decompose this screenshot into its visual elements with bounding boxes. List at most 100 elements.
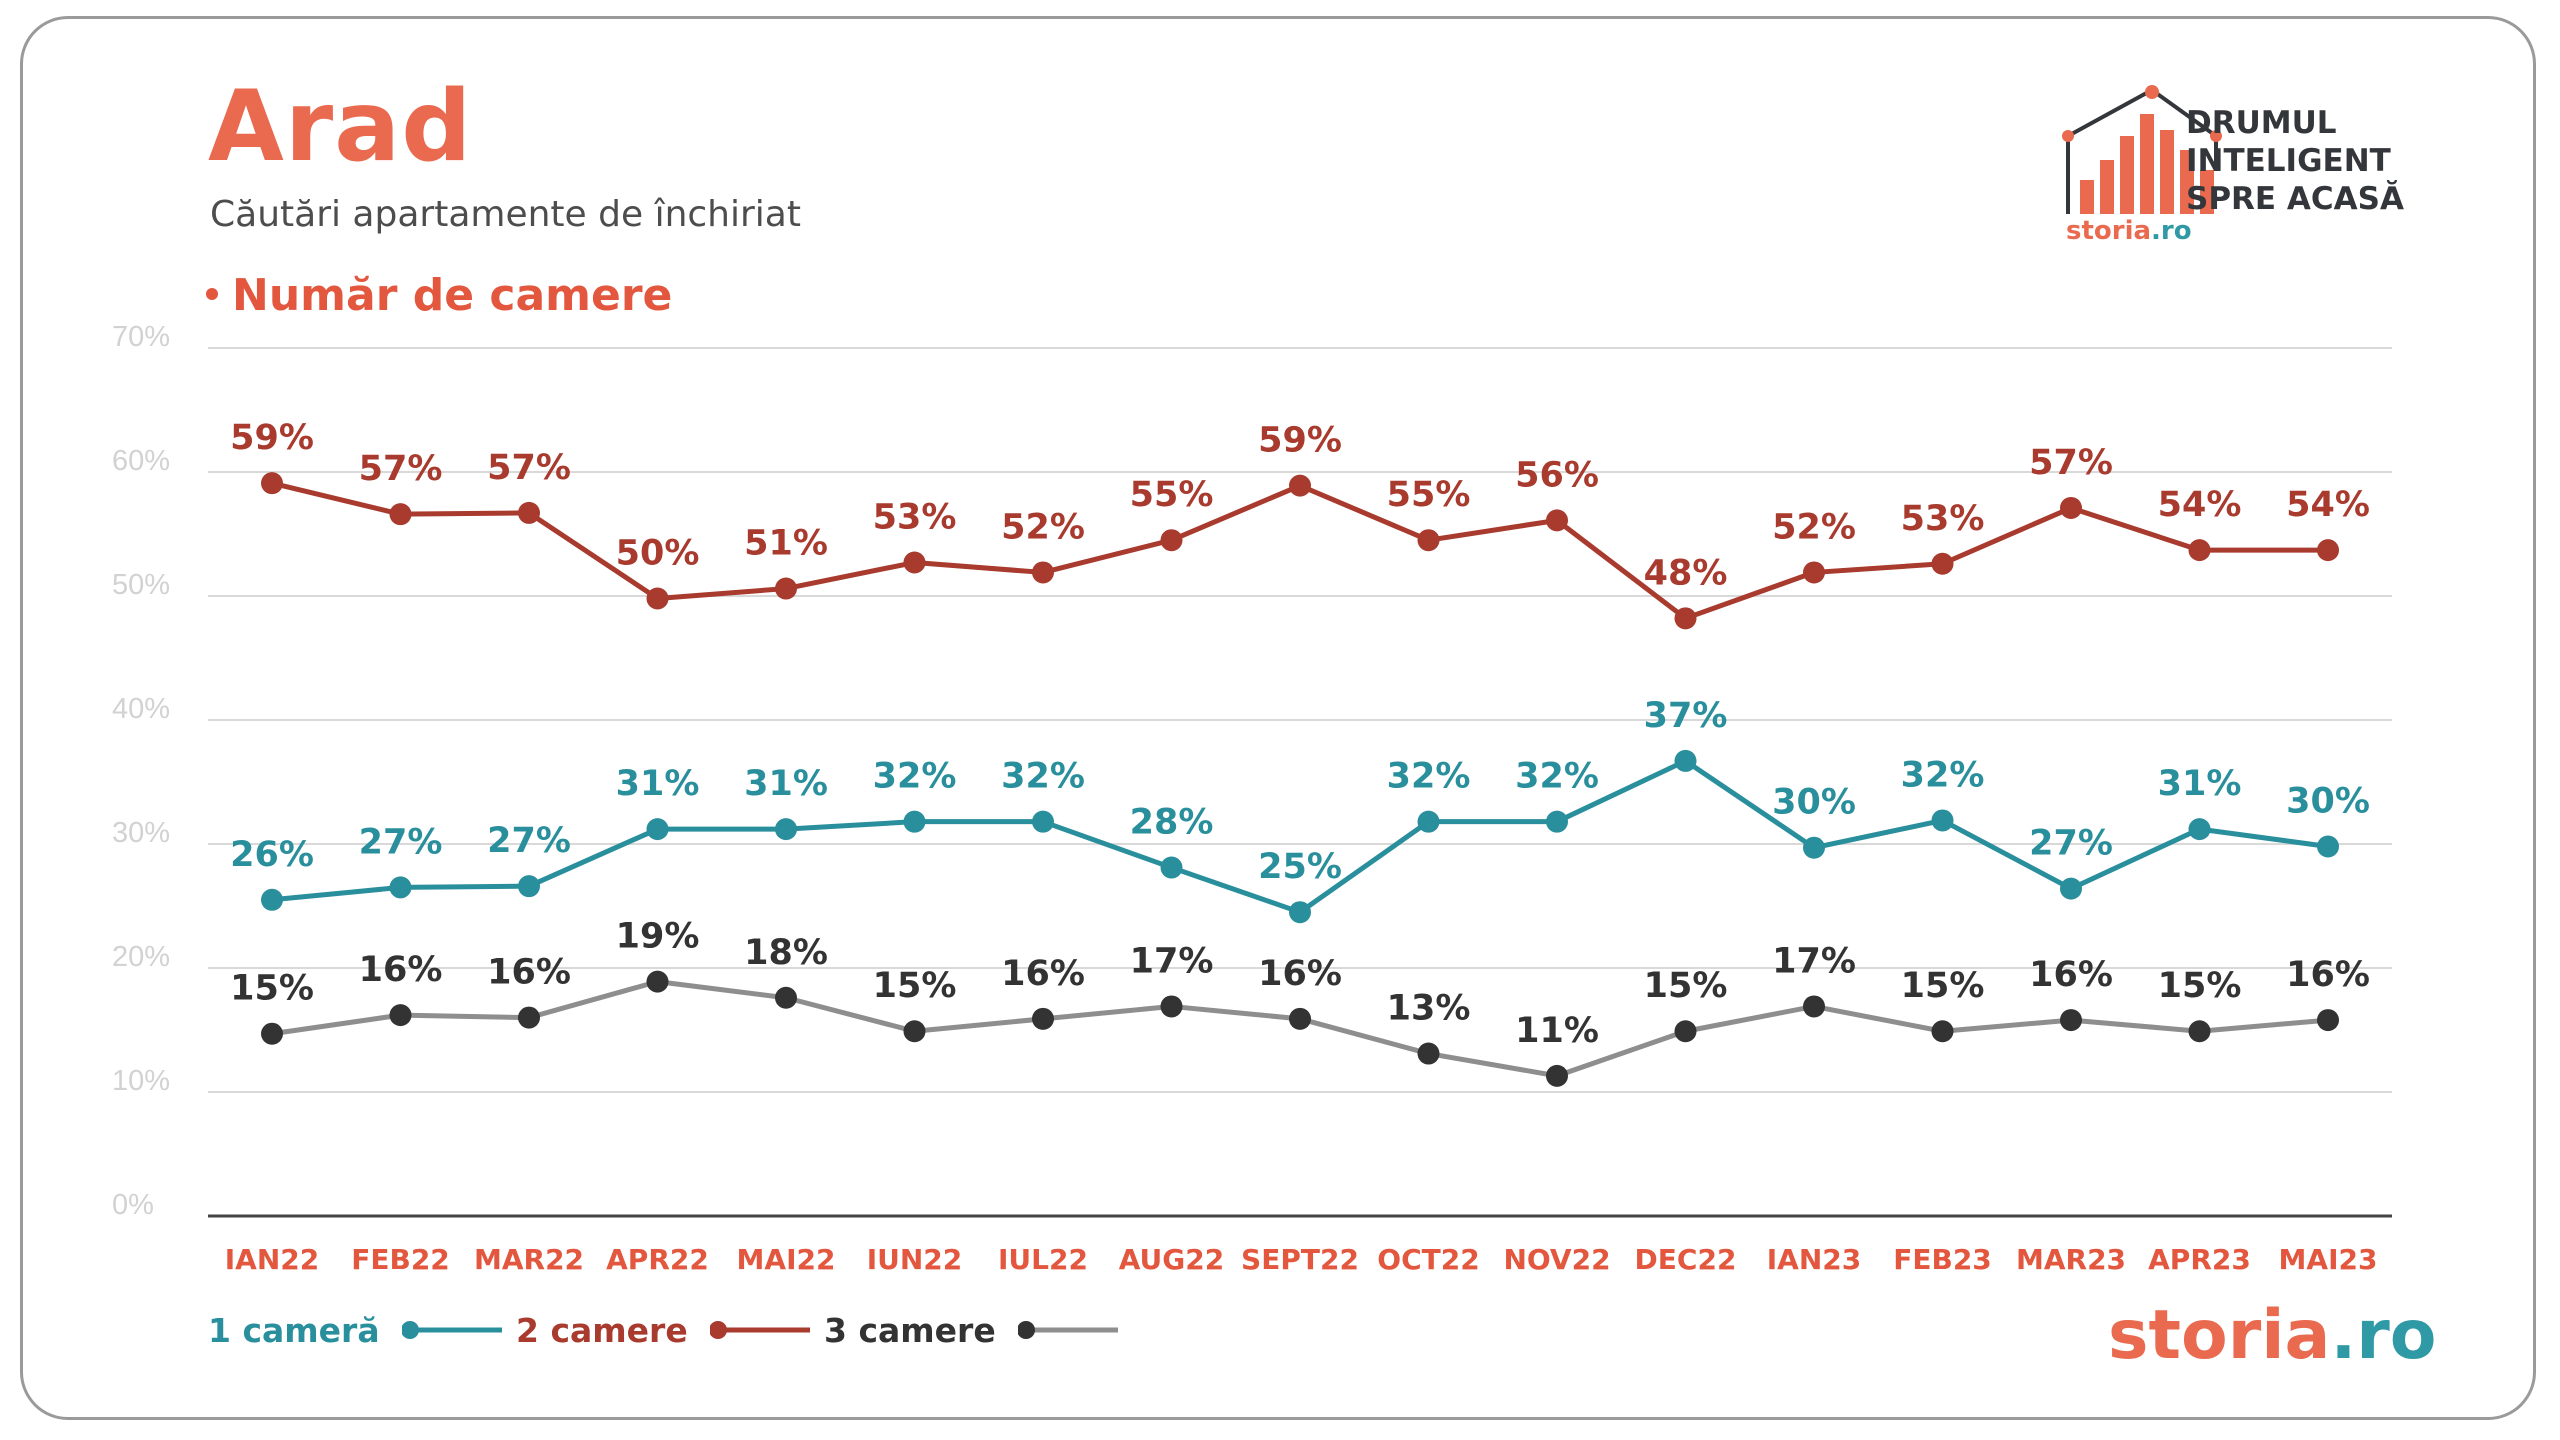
data-point [2060,1009,2082,1032]
data-point [903,551,926,574]
data-label: 16% [2286,955,2370,995]
data-point [1931,1020,1954,1043]
data-label: 13% [1387,989,1471,1029]
data-point [518,875,540,898]
data-label: 54% [2158,485,2242,525]
data-point [1289,901,1311,924]
data-label: 27% [2029,824,2113,864]
data-point [903,810,926,833]
data-label: 59% [230,418,314,458]
x-tick-label: MAR22 [474,1243,584,1276]
data-point [1546,509,1568,532]
data-point [1160,529,1183,552]
data-label: 28% [1130,803,1214,843]
x-tick-label: MAI23 [2279,1243,2378,1276]
data-point [775,577,797,600]
data-point [646,587,669,610]
data-label: 15% [1644,966,1728,1006]
x-tick-label: DEC22 [1635,1243,1737,1276]
data-point [389,876,412,899]
legend-line-marker-icon [709,1321,810,1339]
legend-label: 3 camere [824,1310,996,1350]
data-point [389,503,412,526]
y-tick-label: 40% [112,693,170,725]
data-label: 57% [359,449,443,489]
storia-house-logo-icon [2062,85,2222,214]
data-label: 31% [616,764,700,804]
data-label: 16% [359,950,443,990]
data-point [1931,809,1954,832]
data-label: 32% [873,757,957,797]
data-label: 55% [1130,475,1214,515]
data-point [1803,995,1825,1018]
data-label: 17% [1130,941,1214,981]
x-tick-label: APR22 [606,1243,709,1276]
x-tick-label: OCT22 [1377,1243,1479,1276]
data-point [518,501,540,524]
data-label: 31% [744,764,828,804]
data-point [1931,552,1954,575]
data-label: 19% [616,917,700,957]
data-point [2060,496,2082,519]
x-tick-label: FEB22 [351,1243,450,1276]
legend-item-1-camera: 1 cameră [208,1308,502,1352]
data-point [1803,561,1825,584]
data-point [1546,1064,1568,1087]
data-point [518,1006,540,1029]
x-tick-label: FEB23 [1893,1243,1992,1276]
y-tick-label: 60% [112,445,170,477]
data-point [1289,1007,1311,1030]
data-point [1160,995,1183,1018]
data-point [261,1022,283,1045]
data-label: 16% [2029,955,2113,995]
data-label: 57% [487,448,571,488]
data-point [1674,1020,1697,1043]
brand-slogan-line: INTELIGENT [2186,143,2391,179]
legend-item-2-camere: 2 camere [516,1308,810,1352]
data-point [261,888,283,911]
data-label: 53% [1901,499,1985,539]
data-point [389,1004,412,1027]
data-point [2317,835,2339,858]
y-tick-label: 70% [112,321,170,353]
data-point [2317,1009,2339,1032]
data-point [1674,607,1697,630]
data-point [1032,1007,1054,1030]
data-point [646,970,669,993]
legend-line-marker-icon [401,1321,502,1339]
chart-subtitle: Căutări apartamente de închiriat [210,194,801,235]
x-tick-label: SEPT22 [1241,1243,1359,1276]
data-label: 59% [1258,421,1342,461]
bullet-icon [206,288,218,300]
data-point [775,818,797,841]
storia-logo-small: storia.ro [2066,216,2192,246]
section-label: Număr de camere [232,270,673,321]
data-point [2317,539,2339,562]
data-point [1160,856,1183,879]
data-point [261,472,283,495]
data-label: 15% [1901,966,1985,1006]
data-label: 56% [1515,455,1599,495]
data-label: 16% [1258,954,1342,994]
data-point [2188,818,2211,841]
data-point [1417,529,1440,552]
data-label: 32% [1901,755,1985,795]
data-point [1803,836,1825,859]
data-point [1417,1042,1440,1065]
x-tick-label: IAN22 [225,1243,320,1276]
chart-title: Arad [208,70,473,184]
data-label: 32% [1387,757,1471,797]
data-point [646,818,669,841]
data-label: 32% [1515,757,1599,797]
data-label: 30% [1772,783,1856,823]
data-label: 15% [2158,966,2242,1006]
data-point [1032,561,1054,584]
data-point [1417,810,1440,833]
y-tick-label: 20% [112,941,170,973]
data-label: 17% [1772,941,1856,981]
data-label: 31% [2158,764,2242,804]
data-label: 52% [1772,507,1856,547]
data-label: 16% [1001,954,1085,994]
brand-slogan: DRUMUL INTELIGENT SPRE ACASĂ [2186,104,2404,218]
